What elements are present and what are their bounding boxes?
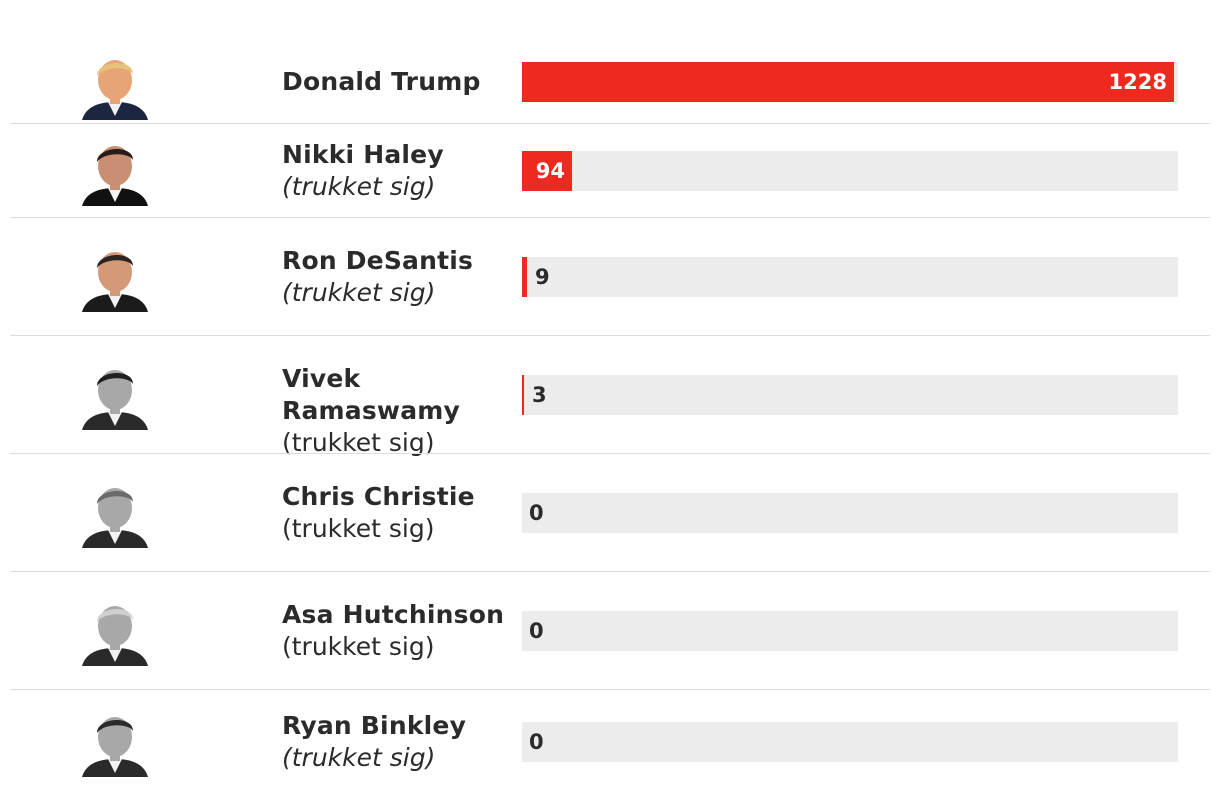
bar-value-label: 1228: [1108, 70, 1167, 94]
candidate-label: Nikki Haley (trukket sig): [282, 139, 512, 203]
candidate-label: Donald Trump: [282, 66, 512, 98]
bar: [522, 62, 1174, 102]
row-divider: [10, 335, 1210, 336]
candidate-name: Asa Hutchinson: [282, 600, 505, 629]
candidate-portrait: [80, 707, 150, 777]
candidate-label: Chris Christie (trukket sig): [282, 481, 512, 545]
candidate-status: (trukket sig): [282, 632, 435, 661]
candidate-name: Ryan Binkley: [282, 711, 467, 740]
candidate-name: Donald Trump: [282, 67, 481, 96]
bar-value-label: 0: [529, 501, 544, 525]
candidate-label: Ryan Binkley (trukket sig): [282, 710, 512, 774]
bar-track: 3: [522, 375, 1178, 415]
bar: [522, 151, 572, 191]
candidate-label: Ron DeSantis (trukket sig): [282, 245, 512, 309]
candidate-status: (trukket sig): [282, 514, 435, 543]
candidate-status: (trukket sig): [282, 278, 436, 307]
row-divider: [10, 689, 1210, 690]
candidate-status: (trukket sig): [282, 743, 436, 772]
candidate-name: Ron DeSantis: [282, 246, 474, 275]
bar-value-label: 3: [532, 383, 547, 407]
candidate-status: (trukket sig): [282, 428, 435, 457]
candidate-portrait: [80, 596, 150, 666]
candidate-name: Vivek Ramaswamy: [282, 364, 461, 425]
row-divider: [10, 453, 1210, 454]
candidate-portrait: [80, 478, 150, 548]
candidate-name: Nikki Haley: [282, 140, 444, 169]
bar-value-label: 0: [529, 730, 544, 754]
candidate-label: Asa Hutchinson (trukket sig): [282, 599, 512, 663]
candidate-name: Chris Christie: [282, 482, 475, 511]
bar-track: 0: [522, 493, 1178, 533]
candidate-label: Vivek Ramaswamy (trukket sig): [282, 363, 512, 459]
candidate-portrait: [80, 50, 150, 120]
bar-track: 94: [522, 151, 1178, 191]
candidate-portrait: [80, 360, 150, 430]
bar-track: 0: [522, 722, 1178, 762]
bar: [522, 375, 524, 415]
bar-track: 1228: [522, 62, 1178, 102]
bar-value-label: 94: [535, 159, 565, 183]
candidate-portrait: [80, 242, 150, 312]
candidate-portrait: [80, 136, 150, 206]
row-divider: [10, 123, 1210, 124]
bar-track: 9: [522, 257, 1178, 297]
row-divider: [10, 217, 1210, 218]
bar-value-label: 0: [529, 619, 544, 643]
bar-value-label: 9: [535, 265, 550, 289]
bar-track: 0: [522, 611, 1178, 651]
row-divider: [10, 571, 1210, 572]
bar: [522, 257, 527, 297]
candidate-status: (trukket sig): [282, 172, 436, 201]
